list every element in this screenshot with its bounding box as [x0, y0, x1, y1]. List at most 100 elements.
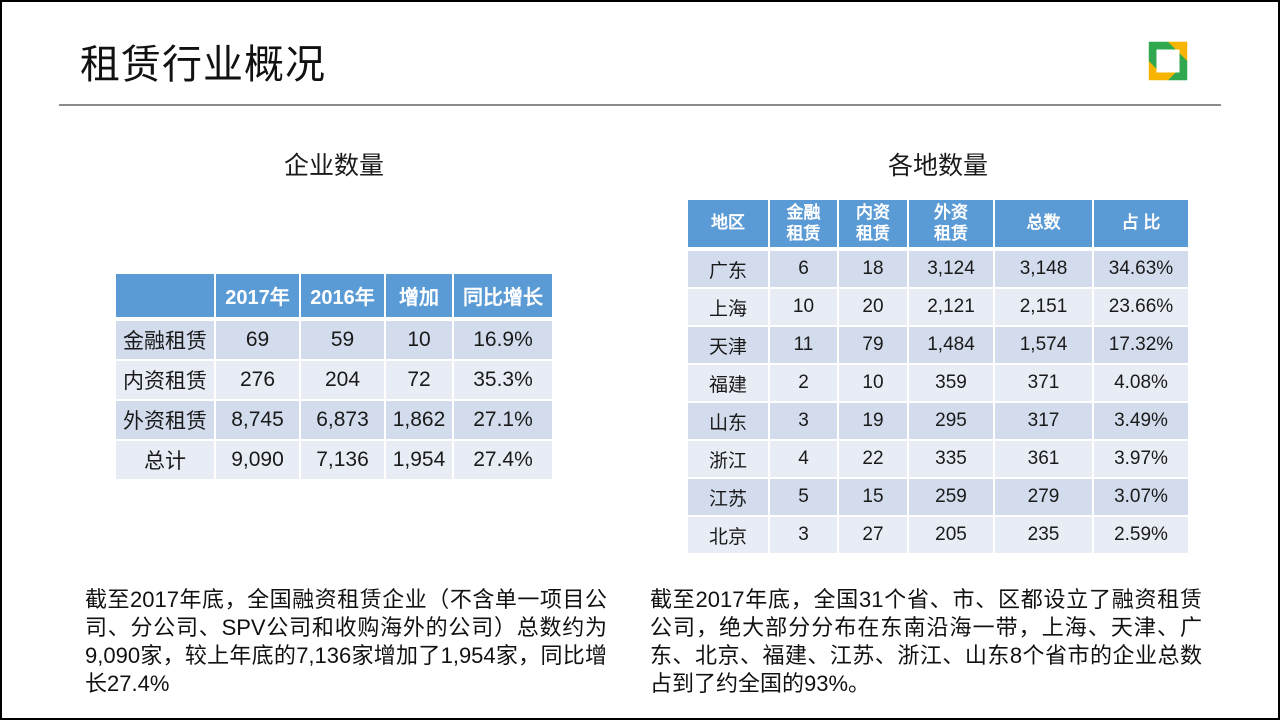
table-cell: 福建 — [687, 364, 769, 402]
table-cell: 205 — [908, 516, 994, 554]
table-cell: 1,484 — [908, 326, 994, 364]
table-cell: 59 — [300, 320, 385, 360]
table-cell: 6 — [769, 250, 838, 288]
table-cell: 金融租赁 — [115, 320, 215, 360]
right-table-caption: 各地数量 — [887, 152, 988, 180]
table-header-cell: 占 比 — [1093, 199, 1189, 250]
table-cell: 2 — [769, 364, 838, 402]
table-cell: 1,862 — [385, 400, 453, 440]
table-cell: 361 — [994, 440, 1093, 478]
table-cell: 17.32% — [1093, 326, 1189, 364]
left-note-text: 截至2017年底，全国融资租赁企业（不含单一项目公司、分公司、SPV公司和收购海… — [85, 587, 607, 696]
table-cell: 浙江 — [687, 440, 769, 478]
table-cell: 9,090 — [215, 440, 300, 480]
table-cell: 外资租赁 — [115, 400, 215, 440]
table-cell: 204 — [300, 360, 385, 400]
table-cell: 235 — [994, 516, 1093, 554]
table-cell: 上海 — [687, 288, 769, 326]
table-cell: 8,745 — [215, 400, 300, 440]
table-header-cell: 外资 租赁 — [908, 199, 994, 250]
title-divider — [59, 104, 1221, 106]
table-cell: 19 — [838, 402, 908, 440]
table-cell: 20 — [838, 288, 908, 326]
table-cell: 4.08% — [1093, 364, 1189, 402]
table-cell: 广东 — [687, 250, 769, 288]
table-header-cell: 同比增长 — [453, 273, 553, 320]
table-cell: 279 — [994, 478, 1093, 516]
table-cell: 1,954 — [385, 440, 453, 480]
table-cell: 3 — [769, 516, 838, 554]
table-cell: 总计 — [115, 440, 215, 480]
table-header-cell: 2016年 — [300, 273, 385, 320]
table-cell: 7,136 — [300, 440, 385, 480]
table-cell: 3.49% — [1093, 402, 1189, 440]
table-cell: 359 — [908, 364, 994, 402]
table-header-cell: 金融 租赁 — [769, 199, 838, 250]
table-cell: 2,151 — [994, 288, 1093, 326]
table-row: 北京 3 27 205 235 2.59% — [687, 516, 1189, 554]
table-header-cell: 内资 租赁 — [838, 199, 908, 250]
enterprise-count-table: 2017年 2016年 增加 同比增长 金融租赁 69 59 10 16.9% 内资租赁 276 20… — [115, 273, 553, 480]
table-row: 总计 9,090 7,136 1,954 27.4% — [115, 440, 553, 480]
table-cell: 335 — [908, 440, 994, 478]
table-header-cell: 2017年 — [215, 273, 300, 320]
table-row: 金融租赁 69 59 10 16.9% — [115, 320, 553, 360]
table-cell: 69 — [215, 320, 300, 360]
page-title: 租赁行业概况 — [80, 43, 326, 87]
table-cell: 27.4% — [453, 440, 553, 480]
table-cell: 72 — [385, 360, 453, 400]
table-cell: 35.3% — [453, 360, 553, 400]
table-cell: 276 — [215, 360, 300, 400]
table-cell: 79 — [838, 326, 908, 364]
table-cell: 317 — [994, 402, 1093, 440]
table-cell: 27 — [838, 516, 908, 554]
table-cell: 天津 — [687, 326, 769, 364]
table-header-row: 2017年 2016年 增加 同比增长 — [115, 273, 553, 320]
table-cell: 2.59% — [1093, 516, 1189, 554]
table-header-row: 地区 金融 租赁 内资 租赁 外资 租赁 总数占 比 — [687, 199, 1189, 250]
table-cell: 18 — [838, 250, 908, 288]
table-cell: 11 — [769, 326, 838, 364]
table-cell: 34.63% — [1093, 250, 1189, 288]
table-cell: 22 — [838, 440, 908, 478]
table-row: 福建 2 10 359 371 4.08% — [687, 364, 1189, 402]
table-cell: 北京 — [687, 516, 769, 554]
table-cell: 23.66% — [1093, 288, 1189, 326]
table-header-cell: 地区 — [687, 199, 769, 250]
table-cell: 1,574 — [994, 326, 1093, 364]
table-cell: 3,124 — [908, 250, 994, 288]
pinwheel-arrows-logo-icon — [1148, 41, 1188, 81]
table-cell: 295 — [908, 402, 994, 440]
table-cell: 27.1% — [453, 400, 553, 440]
table-header-cell — [115, 273, 215, 320]
table-cell: 江苏 — [687, 478, 769, 516]
table-cell: 15 — [838, 478, 908, 516]
table-row: 浙江 4 22 335 361 3.97% — [687, 440, 1189, 478]
table-cell: 5 — [769, 478, 838, 516]
table-cell: 山东 — [687, 402, 769, 440]
table-cell: 3.07% — [1093, 478, 1189, 516]
table-row: 广东 6 18 3,124 3,148 34.63% — [687, 250, 1189, 288]
table-cell: 6,873 — [300, 400, 385, 440]
table-header-cell: 增加 — [385, 273, 453, 320]
table-cell: 3,148 — [994, 250, 1093, 288]
table-cell: 3 — [769, 402, 838, 440]
table-cell: 259 — [908, 478, 994, 516]
table-row: 山东 3 19 295 317 3.49% — [687, 402, 1189, 440]
table-row: 天津 11 79 1,484 1,574 17.32% — [687, 326, 1189, 364]
table-cell: 10 — [385, 320, 453, 360]
table-cell: 4 — [769, 440, 838, 478]
table-cell: 16.9% — [453, 320, 553, 360]
table-header-cell: 总数 — [994, 199, 1093, 250]
regional-count-table: 地区 金融 租赁 内资 租赁 外资 租赁 总数占 比广东 6 18 3,124 3,148 34.… — [687, 199, 1189, 554]
table-cell: 10 — [838, 364, 908, 402]
table-cell: 3.97% — [1093, 440, 1189, 478]
table-cell: 内资租赁 — [115, 360, 215, 400]
table-cell: 10 — [769, 288, 838, 326]
table-row: 上海 10 20 2,121 2,151 23.66% — [687, 288, 1189, 326]
left-table-caption: 企业数量 — [283, 152, 384, 180]
right-note-text: 截至2017年底，全国31个省、市、区都设立了融资租赁公司，绝大部分分布在东南沿… — [650, 587, 1202, 696]
table-cell: 2,121 — [908, 288, 994, 326]
table-row: 江苏 5 15 259 279 3.07% — [687, 478, 1189, 516]
